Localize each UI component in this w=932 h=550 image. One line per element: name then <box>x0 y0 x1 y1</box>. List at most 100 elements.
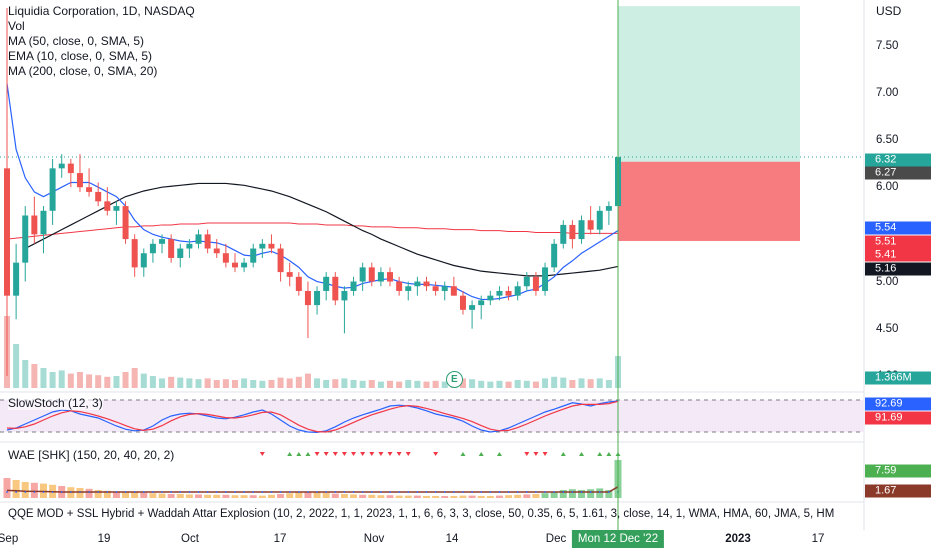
wae-dot <box>498 491 501 493</box>
wae-bar <box>477 496 485 498</box>
wae-bar <box>404 495 412 498</box>
candle-body <box>323 276 330 291</box>
volume-bar <box>86 374 93 388</box>
wae-dot <box>88 491 90 493</box>
wae-dot <box>288 491 291 493</box>
wae-bar <box>76 488 84 498</box>
wae-bar <box>176 494 184 498</box>
wae-bar <box>459 495 467 498</box>
volume-bar <box>514 380 521 388</box>
stoch-d-line <box>6 400 619 433</box>
wae-dot <box>197 491 200 493</box>
volume-bar <box>204 378 211 388</box>
sell-signal <box>533 452 539 456</box>
candle-body <box>268 243 275 249</box>
wae-dot <box>598 491 601 493</box>
buy-signal <box>606 452 612 456</box>
indicator-footer[interactable]: QQE MOD + SSL Hybrid + Waddah Attar Expl… <box>8 508 835 520</box>
volume-badge: 1.366M <box>865 371 931 385</box>
symbol-title[interactable]: Liquidia Corporation, 1D, NASDAQ <box>8 4 195 18</box>
candle-body <box>341 290 348 301</box>
volume-bar <box>222 379 229 388</box>
buy-signal <box>296 452 302 456</box>
wae-bar <box>377 495 385 498</box>
legend-ema10[interactable]: EMA (10, close, 0, SMA, 5) <box>8 49 153 63</box>
wae-dot <box>343 491 346 493</box>
wae-bar <box>559 490 567 498</box>
ma200-line <box>6 222 618 240</box>
candle-body <box>596 210 603 230</box>
currency-label[interactable]: USD <box>876 4 902 18</box>
wae-bar <box>122 492 130 498</box>
wae-dot <box>224 491 227 493</box>
wae-bar <box>304 491 312 498</box>
volume-bar <box>231 380 238 388</box>
candle-body <box>250 248 257 263</box>
wae-label[interactable]: WAE [SHK] (150, 20, 40, 20, 2) <box>8 448 175 462</box>
wae-bar <box>286 493 294 498</box>
wae-bar <box>277 494 285 498</box>
wae-bar <box>568 489 576 498</box>
wae-dot <box>334 491 337 493</box>
legend-ma200[interactable]: MA (200, close, 0, SMA, 20) <box>8 64 158 78</box>
time-axis[interactable]: Sep 19 Oct 17 Nov 14 Dec 2023 17 Mon 12 Dec '22 <box>0 528 864 550</box>
x-tick-label: Sep <box>0 533 19 545</box>
earnings-icon[interactable]: E <box>445 371 463 388</box>
position-profit-zone <box>618 6 800 162</box>
wae-bar <box>495 495 503 498</box>
wae-dot <box>133 491 136 493</box>
volume-bar <box>149 376 156 388</box>
wae-bar <box>541 493 549 498</box>
buy-signal <box>496 452 502 456</box>
price-badge: 5.16 <box>865 262 931 276</box>
volume-bar <box>314 378 321 388</box>
candle-body <box>542 267 549 291</box>
legend-ma50[interactable]: MA (50, close, 0, SMA, 5) <box>8 34 145 48</box>
wae-bar <box>131 492 139 498</box>
price-axis[interactable]: 7.507.006.506.005.004.504.006.326.275.54… <box>864 0 932 530</box>
sell-signal <box>259 452 265 456</box>
volume-bar <box>459 378 466 388</box>
volume-bar <box>487 381 494 388</box>
stoch-badge: 92.69 <box>865 397 931 411</box>
candle-body <box>414 281 421 287</box>
sell-signal <box>323 452 329 456</box>
y-tick-label: 7.50 <box>876 39 899 52</box>
candle-body <box>113 206 120 211</box>
candle-body <box>505 290 512 296</box>
candle-body <box>104 201 111 211</box>
y-tick-label: 5.00 <box>876 275 899 288</box>
wae-dot <box>425 491 428 493</box>
legend-vol[interactable]: Vol <box>8 19 25 33</box>
wae-dot <box>279 491 282 493</box>
wae-bar <box>313 492 321 498</box>
wae-dot <box>361 491 364 493</box>
stoch-label[interactable]: SlowStoch (12, 3) <box>8 396 103 410</box>
x-tick-label: Oct <box>181 533 199 545</box>
candle-body <box>86 187 93 192</box>
price-badge: 6.27 <box>865 166 931 180</box>
candle-body <box>140 253 147 268</box>
candle-body <box>49 168 56 211</box>
sell-signal <box>396 452 402 456</box>
y-tick-label: 4.50 <box>876 322 899 335</box>
wae-dot <box>553 491 556 493</box>
volume-bar <box>377 381 384 388</box>
volume-bar <box>113 376 120 388</box>
wae-dot <box>352 491 355 493</box>
wae-dot <box>161 491 163 493</box>
wae-dot <box>407 491 410 493</box>
wae-bar <box>605 490 613 498</box>
x-tick-label: 14 <box>445 533 459 545</box>
sell-signal <box>387 452 393 456</box>
volume-bar <box>250 380 257 388</box>
wae-dot <box>297 491 300 493</box>
volume-bar <box>195 379 202 388</box>
candle-body <box>387 272 394 282</box>
wae-dot <box>106 491 109 493</box>
candle-body <box>523 276 530 287</box>
candle-body <box>122 206 129 240</box>
volume-bar <box>523 380 530 388</box>
wae-bar <box>21 482 29 498</box>
